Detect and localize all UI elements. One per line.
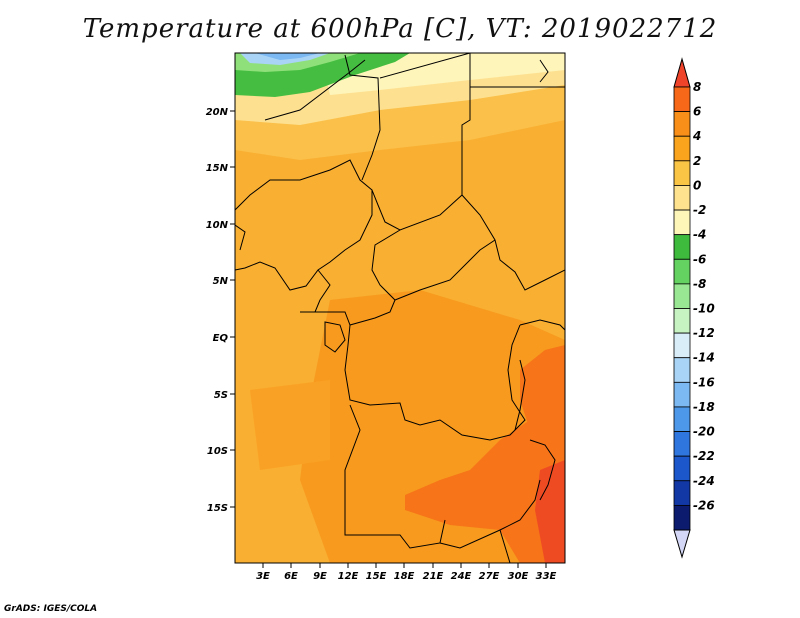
colorbar-segment xyxy=(673,160,691,186)
colorbar-label: 8 xyxy=(693,80,701,94)
colorbar-label: -20 xyxy=(693,425,715,439)
colorbar-segment xyxy=(673,283,691,309)
colorbar-label: 6 xyxy=(693,105,701,119)
colorbar-label: -6 xyxy=(693,252,706,266)
lon-label: 21E xyxy=(423,571,444,582)
colorbar-segment xyxy=(673,431,691,457)
colorbar-segment xyxy=(673,135,691,162)
temperature-field xyxy=(235,53,565,563)
lon-label: 18E xyxy=(394,571,415,582)
lat-label: 15N xyxy=(206,163,229,174)
lon-label: 9E xyxy=(313,571,327,582)
colorbar-label: -16 xyxy=(693,375,715,389)
lat-label: 10N xyxy=(206,220,229,231)
colorbar-segment xyxy=(673,406,691,432)
lat-label: 5N xyxy=(213,276,229,287)
grads-credit: GrADS: IGES/COLA xyxy=(4,604,98,614)
colorbar-segment xyxy=(673,455,691,482)
colorbar-segment xyxy=(673,504,691,531)
colorbar-segment xyxy=(673,185,691,211)
lon-label: 6E xyxy=(284,571,298,582)
colorbar-segment xyxy=(673,258,691,285)
colorbar-label: -10 xyxy=(693,302,715,316)
longitude-axis xyxy=(262,563,547,568)
lat-label: 10S xyxy=(207,446,228,457)
colorbar-label: -2 xyxy=(693,203,706,217)
colorbar-segment xyxy=(673,480,691,506)
lon-label: 12E xyxy=(338,571,359,582)
lon-label: 3E xyxy=(256,571,270,582)
colorbar-label: -22 xyxy=(693,449,715,463)
colorbar-segment xyxy=(673,111,691,137)
lat-label: 15S xyxy=(207,503,228,514)
colorbar-bottom-arrow xyxy=(673,529,691,559)
colorbar-top-arrow xyxy=(673,57,691,88)
colorbar-segment xyxy=(673,86,691,113)
map-title: Temperature at 600hPa [C], VT: 201902271… xyxy=(82,14,718,44)
latitude-labels: 20N 15N 10N 5N EQ 5S 10S 15S xyxy=(206,107,229,514)
colorbar-label: -26 xyxy=(693,498,715,512)
colorbar-label: 2 xyxy=(693,154,701,168)
lat-label: 20N xyxy=(206,107,229,118)
colorbar-segment xyxy=(673,209,691,236)
lon-label: 33E xyxy=(536,571,557,582)
colorbar-label: -18 xyxy=(693,400,715,414)
lat-label: EQ xyxy=(213,333,229,344)
map-frame xyxy=(234,52,566,564)
colorbar-segment xyxy=(673,234,691,260)
colorbar-segment xyxy=(673,308,691,334)
colorbar: 8 6 4 2 0 -2 -4 -6 -8 -10 -12 -14 -16 -18 -20 -22 -24 -26 xyxy=(673,57,715,559)
lon-label: 27E xyxy=(479,571,500,582)
lon-label: 24E xyxy=(451,571,472,582)
colorbar-segment xyxy=(673,381,691,408)
colorbar-label: 4 xyxy=(692,129,701,143)
colorbar-segment xyxy=(673,357,691,383)
longitude-labels: 3E 6E 9E 12E 15E 18E 21E 24E 27E 30E 33E xyxy=(256,571,556,582)
lon-label: 30E xyxy=(508,571,529,582)
lat-label: 5S xyxy=(214,390,228,401)
lon-label: 15E xyxy=(366,571,387,582)
colorbar-label: -24 xyxy=(693,474,715,488)
colorbar-label: -4 xyxy=(693,228,706,242)
latitude-axis xyxy=(230,110,235,508)
colorbar-label: 0 xyxy=(693,178,701,192)
colorbar-label: -12 xyxy=(693,326,715,340)
colorbar-label: -14 xyxy=(693,351,715,365)
colorbar-segment xyxy=(673,332,691,359)
colorbar-label: -8 xyxy=(693,277,706,291)
country-borders xyxy=(235,53,565,563)
